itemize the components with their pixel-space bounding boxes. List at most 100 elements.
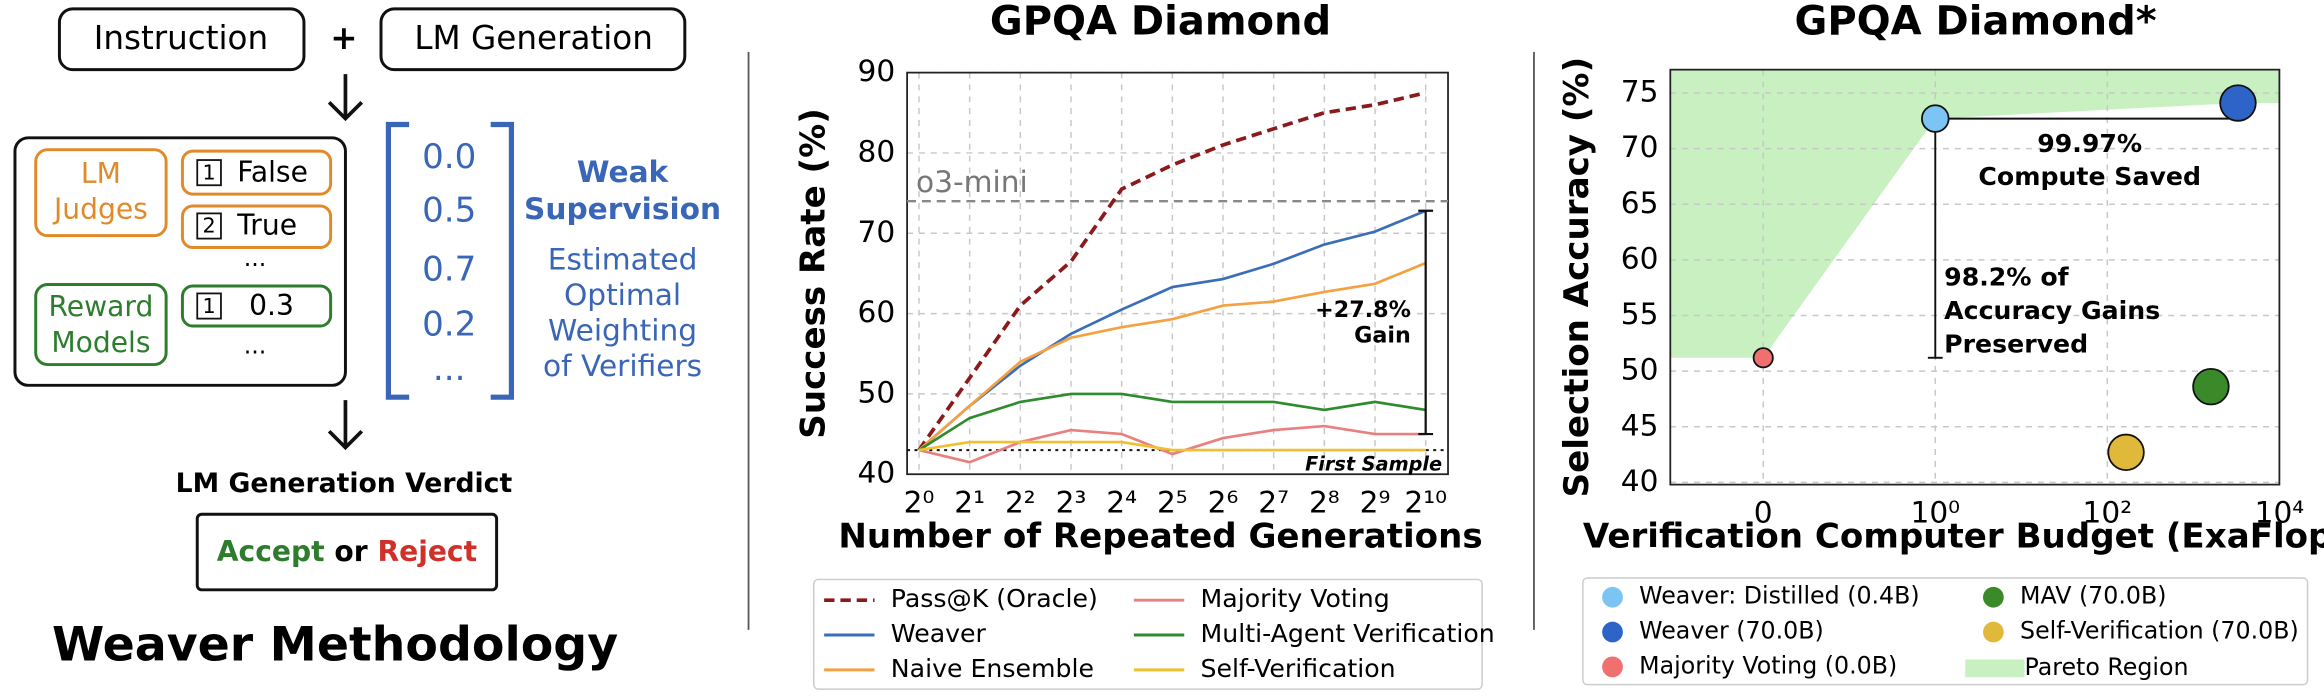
weight: 0.7 (422, 250, 476, 290)
annotation: Compute Saved (1978, 162, 2201, 191)
judges: LM (81, 157, 121, 190)
ellipsis: ... (244, 244, 267, 272)
diagram: Instruction + LM Generation LM Judges 1 … (13, 7, 721, 673)
estimated: Weighting (548, 312, 697, 347)
legend-label: Majority Voting (0.0B) (1639, 651, 1897, 679)
estimated: of Verifiers (543, 348, 702, 383)
x-tick-label: 2³ (1056, 484, 1087, 519)
reject: Reject (377, 535, 477, 568)
legend-swatch (1983, 586, 2004, 608)
box (195, 512, 499, 592)
ellipsis: ... (244, 331, 267, 359)
y-tick-label: 60 (1621, 240, 1659, 275)
pareto-region (1670, 69, 2280, 358)
legend-swatch (1965, 659, 2025, 678)
arrow (327, 400, 364, 451)
judges: Judges (52, 192, 148, 225)
annotation: 98.2% of (1944, 263, 2069, 292)
reference-label: First Sample (1305, 452, 1442, 475)
legend-label: Weaver: Distilled (0.4B) (1639, 582, 1919, 610)
box (34, 148, 168, 238)
gain-label: Gain (1354, 322, 1411, 348)
judge-output: True (236, 209, 297, 242)
x-tick-label: 10⁰ (1910, 495, 1960, 530)
x-tick-label: 2¹⁰ (1404, 484, 1447, 519)
annotation: Accuracy Gains (1944, 296, 2160, 325)
rewards: Models (51, 326, 150, 359)
plus: + (330, 19, 357, 57)
chart-title: GPQA Diamond (990, 0, 1331, 45)
index-box (196, 159, 222, 187)
series-line (918, 261, 1427, 452)
point (2107, 433, 2145, 472)
bracket (385, 121, 515, 400)
legend-swatch (1983, 621, 2004, 643)
estimated: Optimal (564, 277, 681, 312)
box (34, 283, 168, 367)
legend-label: Self-Verification (1201, 654, 1396, 683)
x-tick-label: 2⁸ (1309, 484, 1340, 519)
y-tick-label: 90 (858, 53, 896, 88)
x-axis-label: Verification Computer Budget (ExaFlops) (1583, 516, 2324, 556)
x-tick-label: 10⁴ (2255, 495, 2305, 530)
index-box (196, 292, 222, 320)
y-axis-label: Success Rate (%) (794, 108, 834, 439)
legend-label: MAV (70.0B) (2020, 582, 2166, 610)
x-tick-label: 2⁷ (1258, 484, 1289, 519)
verdict: Accept or Reject (217, 535, 477, 568)
legend-label: Self-Verification (70.0B) (2020, 617, 2299, 645)
y-tick-label: 80 (858, 133, 896, 168)
x-tick-label: 2⁰ (904, 484, 935, 519)
x-tick-label: 2² (1005, 484, 1036, 519)
reward-output: 0.3 (249, 289, 294, 322)
index: 1 (203, 294, 216, 318)
legend-label: Naive Ensemble (891, 654, 1094, 683)
series-line (918, 440, 1426, 452)
arrow (327, 74, 364, 122)
box (379, 7, 687, 72)
x-tick-label: 2⁶ (1208, 484, 1239, 519)
box (180, 284, 333, 328)
y-tick-label: 40 (858, 455, 896, 490)
y-tick-label: 50 (858, 374, 896, 409)
index: 1 (203, 160, 216, 184)
weak-supervision: Supervision (524, 191, 721, 226)
legend-label: Pass@K (Oracle) (891, 584, 1098, 613)
series-line (918, 392, 1426, 452)
y-tick-label: 70 (858, 214, 896, 249)
gain-bracket (1418, 209, 1434, 436)
series-line (918, 209, 1427, 452)
box (57, 7, 306, 72)
box (180, 149, 333, 196)
weight: 0.5 (422, 190, 476, 230)
y-tick-label: 70 (1621, 129, 1659, 164)
x-tick-label: 2⁵ (1157, 484, 1188, 519)
diagram-title: Weaver Methodology (52, 618, 618, 673)
gain-label: +27.8% (1315, 297, 1411, 323)
plot-frame (1669, 68, 2281, 486)
chart-title: GPQA Diamond* (1795, 0, 2157, 45)
y-tick-label: 45 (1621, 407, 1659, 442)
legend-label: Multi-Agent Verification (1201, 619, 1495, 648)
legend-label: Majority Voting (1201, 584, 1390, 613)
x-tick-label: 0 (1754, 495, 1773, 530)
x-tick-label: 2⁹ (1360, 484, 1391, 519)
y-tick-label: 65 (1621, 185, 1659, 220)
y-tick-label: 60 (858, 294, 896, 329)
annotation: 99.97% (2037, 129, 2142, 158)
judge-output: False (237, 155, 308, 188)
index-box (196, 212, 222, 240)
point (2192, 368, 2230, 406)
box (180, 204, 333, 249)
or: or (334, 535, 367, 568)
legend-swatch (1602, 621, 1623, 643)
rewards: Reward (49, 290, 154, 323)
weight: 0.2 (422, 305, 476, 345)
weak-supervision: Weak (577, 154, 670, 189)
point (1752, 347, 1774, 369)
index: 2 (203, 214, 216, 238)
instruction: Instruction (94, 19, 268, 57)
legend-label: Pareto Region (2024, 653, 2188, 681)
point (2219, 84, 2257, 122)
